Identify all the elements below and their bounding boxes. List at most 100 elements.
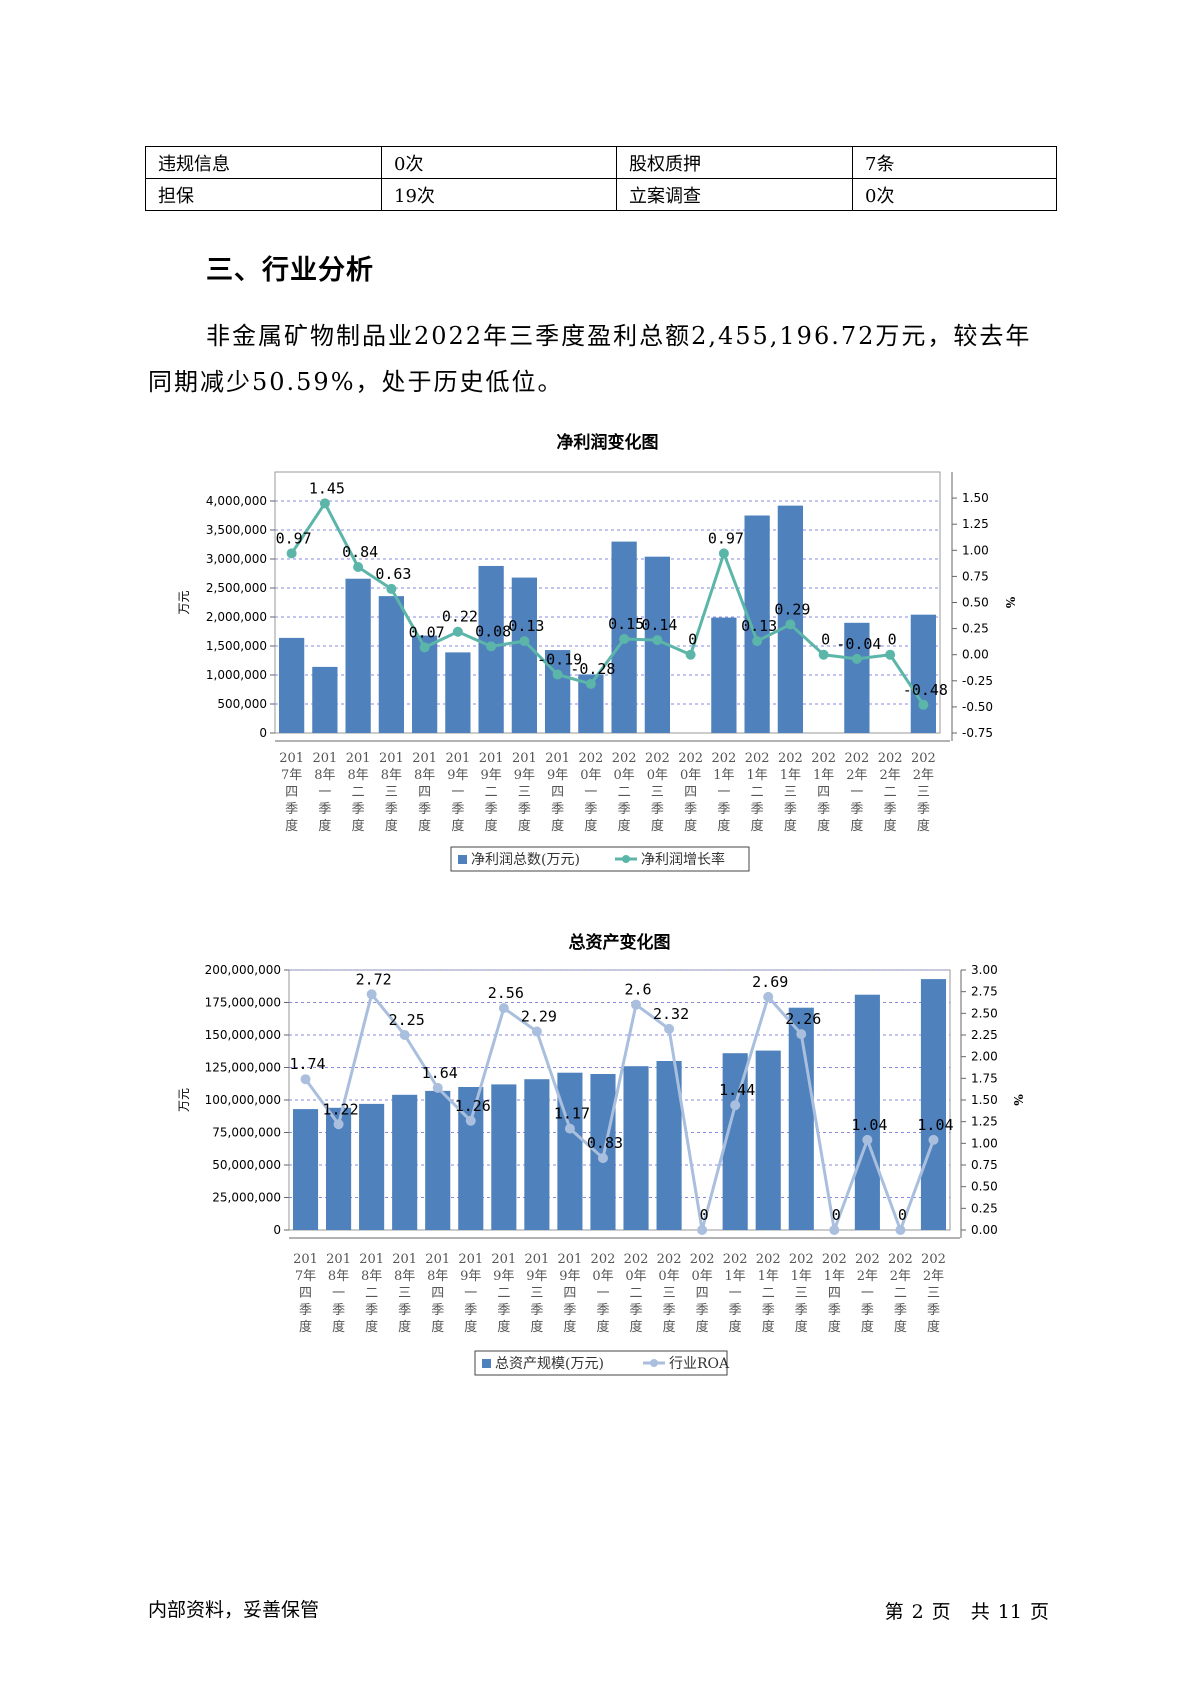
data-label: 1.74 (289, 1055, 325, 1073)
category-label: 201 9年二季度 (491, 1252, 516, 1335)
category-label-line: 度 (684, 818, 697, 834)
data-label: 0.29 (774, 600, 810, 618)
total-num: 11 (997, 1601, 1022, 1623)
category-label-line: 9年 (447, 768, 468, 783)
category-label-line: 1年 (758, 1269, 779, 1284)
category-label-line: 1年 (813, 768, 834, 783)
series-point (286, 548, 297, 559)
category-label-line: 季 (850, 802, 863, 817)
category-label: 201 9年一季度 (458, 1252, 483, 1335)
left-tick-label: 4,000,000 (206, 494, 267, 508)
category-label: 201 8年三季度 (392, 1252, 417, 1335)
category-label-line: 季 (927, 1303, 940, 1318)
category-label-line: 度 (385, 818, 398, 834)
data-label: 0 (700, 1206, 709, 1224)
category-label: 201 8年二季度 (359, 1252, 384, 1335)
category-label: 201 8年四季度 (425, 1252, 450, 1335)
category-label-line: 三 (917, 785, 930, 800)
left-tick-label: 2,500,000 (206, 581, 267, 595)
category-label-line: 一 (729, 1286, 742, 1301)
right-tick-label: 2.75 (971, 985, 998, 999)
category-label-line: 一 (332, 1286, 345, 1301)
category-label-line: 一 (596, 1286, 609, 1301)
bar (345, 578, 371, 733)
left-tick-label: 100,000,000 (205, 1093, 281, 1107)
category-label-line: 三 (927, 1286, 940, 1301)
data-label: 1.45 (309, 479, 345, 497)
category-label-line: 度 (332, 1319, 345, 1335)
bar (278, 637, 305, 733)
category-label-line: 202 (624, 1252, 649, 1267)
right-tick-label: 0.75 (962, 569, 989, 583)
category-label-line: 季 (530, 1303, 543, 1318)
category-label-line: 三 (663, 1286, 676, 1301)
category-label-line: 201 (545, 751, 570, 766)
category-label-line: 季 (630, 1303, 643, 1318)
series-point (652, 635, 663, 646)
category-label: 202 0年四季度 (678, 751, 703, 834)
series-point (928, 1134, 939, 1145)
series-point (519, 636, 530, 647)
total-unit: 页 (1029, 1601, 1049, 1623)
data-label: 0 (898, 1206, 907, 1224)
bar (292, 1109, 319, 1230)
right-tick-label: 0.50 (962, 596, 989, 610)
category-label-line: 1年 (791, 1269, 812, 1284)
bar (359, 1103, 385, 1230)
category-label-line: 一 (464, 1286, 477, 1301)
bar (788, 1007, 814, 1230)
category-label-line: 度 (497, 1319, 510, 1335)
data-label: 0.22 (442, 608, 478, 626)
category-label-line: 季 (729, 1303, 742, 1318)
right-tick-label: 0.00 (971, 1223, 998, 1237)
category-label-line: 2年 (846, 768, 867, 783)
category-label-line: 四 (285, 785, 298, 800)
category-label-line: 1年 (746, 768, 767, 783)
page-num: 2 (911, 1601, 924, 1623)
category-label-line: 度 (398, 1319, 411, 1335)
category-label-line: 8年 (347, 768, 368, 783)
category-label-line: 201 (425, 1252, 450, 1267)
table-cell: 0次 (852, 178, 1057, 211)
category-label-line: 季 (684, 802, 697, 817)
left-tick-label: 1,500,000 (206, 639, 267, 653)
category-label: 201 9年四季度 (558, 1252, 583, 1335)
category-label-line: 三 (398, 1286, 411, 1301)
category-label-line: 202 (844, 751, 869, 766)
category-label-line: 9年 (493, 1269, 514, 1284)
left-tick-label: 175,000,000 (205, 996, 281, 1010)
legend-bar-swatch (482, 1359, 491, 1368)
category-label-line: 二 (352, 785, 365, 800)
data-label: -0.19 (537, 651, 582, 669)
category-label-line: 度 (717, 818, 730, 834)
bar (557, 1072, 583, 1230)
category-label-line: 9年 (547, 768, 568, 783)
category-label-line: 季 (663, 1303, 676, 1318)
category-label-line: 201 (479, 751, 504, 766)
data-label: 0.97 (276, 529, 312, 547)
series-point (552, 669, 563, 680)
category-label: 202 0年一季度 (578, 751, 603, 834)
category-label-line: 202 (645, 751, 670, 766)
right-tick-label: -0.25 (962, 674, 993, 688)
category-label-line: 季 (894, 1303, 907, 1318)
category-label-line: 202 (657, 1252, 682, 1267)
category-label-line: 一 (318, 785, 331, 800)
bar (392, 1094, 418, 1230)
category-label-line: 8年 (394, 1269, 415, 1284)
category-label: 202 0年二季度 (624, 1252, 649, 1335)
page-unit: 页 (931, 1601, 951, 1623)
right-tick-label: 2.00 (971, 1050, 998, 1064)
data-label: -0.04 (836, 635, 881, 653)
category-label: 201 7年四季度 (279, 751, 304, 834)
category-label-line: 季 (398, 1303, 411, 1318)
table-cell: 立案调查 (616, 178, 853, 211)
category-label-line: 度 (584, 818, 597, 834)
category-label-line: 201 (359, 1252, 384, 1267)
category-label-line: 度 (817, 818, 830, 834)
category-label-line: 季 (762, 1303, 775, 1318)
right-tick-label: 0.75 (971, 1158, 998, 1172)
category-label-line: 季 (285, 802, 298, 817)
bar (711, 617, 737, 733)
